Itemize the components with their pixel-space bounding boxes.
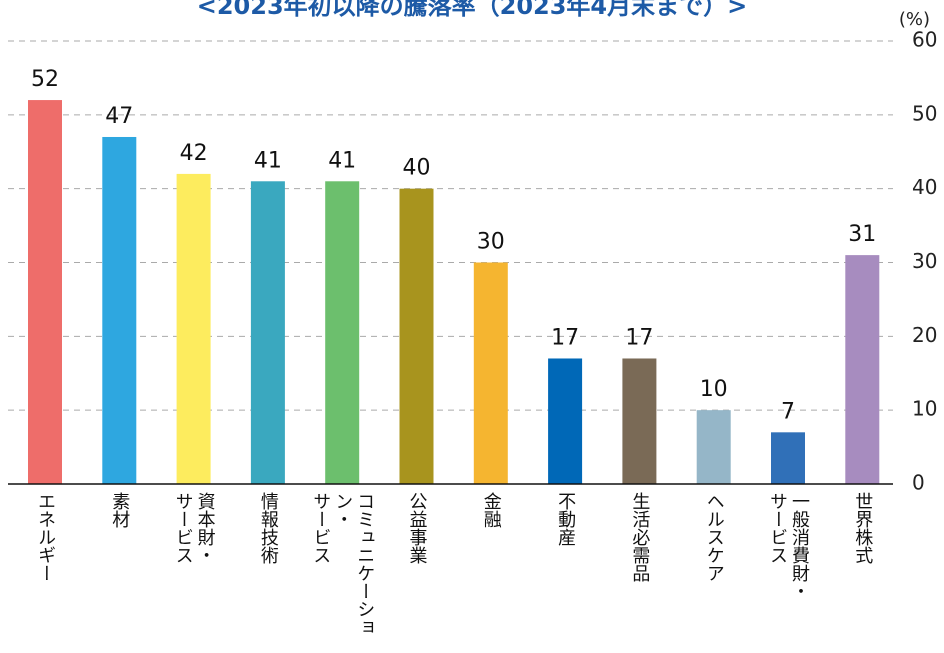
value-label: 31 xyxy=(848,222,876,247)
value-label: 30 xyxy=(477,230,505,255)
y-tick-label: 0 xyxy=(912,471,925,495)
y-tick-label: 60 xyxy=(912,28,937,52)
x-tick-label: エネルギー xyxy=(35,492,56,582)
bar xyxy=(325,181,360,485)
x-tick-label: 公益事業 xyxy=(406,492,428,564)
y-tick-label: 30 xyxy=(912,249,937,273)
unit-label: (%) xyxy=(899,9,930,30)
x-tick-label: ヘルスケア xyxy=(703,492,725,582)
x-tick-label: 一般消費財・ サービス xyxy=(767,492,810,600)
bar xyxy=(399,188,434,484)
x-tick-label: 素材 xyxy=(109,492,131,528)
value-label: 7 xyxy=(781,399,795,424)
bar xyxy=(28,100,62,485)
x-tick-label: 金融 xyxy=(480,492,502,528)
bar xyxy=(473,262,508,484)
x-tick-label: 資本財・ サービス xyxy=(172,492,216,564)
x-tick-label: 世界株式 xyxy=(852,492,874,564)
bar xyxy=(622,358,657,484)
y-tick-label: 20 xyxy=(912,323,937,347)
bar xyxy=(696,410,731,484)
value-label: 42 xyxy=(180,141,208,166)
x-tick-label: 情報技術 xyxy=(257,492,279,564)
y-tick-label: 10 xyxy=(912,397,937,421)
bar xyxy=(771,432,805,484)
bar xyxy=(102,136,137,484)
chart-title: <2023年初以降の騰落率（2023年4月末まで）> xyxy=(196,0,748,20)
bar xyxy=(176,173,211,484)
bar xyxy=(548,358,583,484)
x-tick-label: 不動産 xyxy=(555,492,577,546)
value-label: 52 xyxy=(31,67,59,92)
bar xyxy=(845,255,880,484)
value-label: 40 xyxy=(403,156,431,181)
value-label: 17 xyxy=(551,325,579,350)
y-tick-label: 40 xyxy=(912,175,937,199)
x-tick-label: コミュニケーション・ サービス xyxy=(310,492,376,636)
x-tick-label: 生活必需品 xyxy=(629,492,651,582)
value-label: 47 xyxy=(105,104,133,129)
value-label: 10 xyxy=(700,377,728,402)
y-tick-label: 50 xyxy=(912,101,937,125)
value-label: 41 xyxy=(254,148,282,173)
value-label: 17 xyxy=(625,325,653,350)
value-label: 41 xyxy=(328,148,356,173)
bar xyxy=(250,181,285,485)
